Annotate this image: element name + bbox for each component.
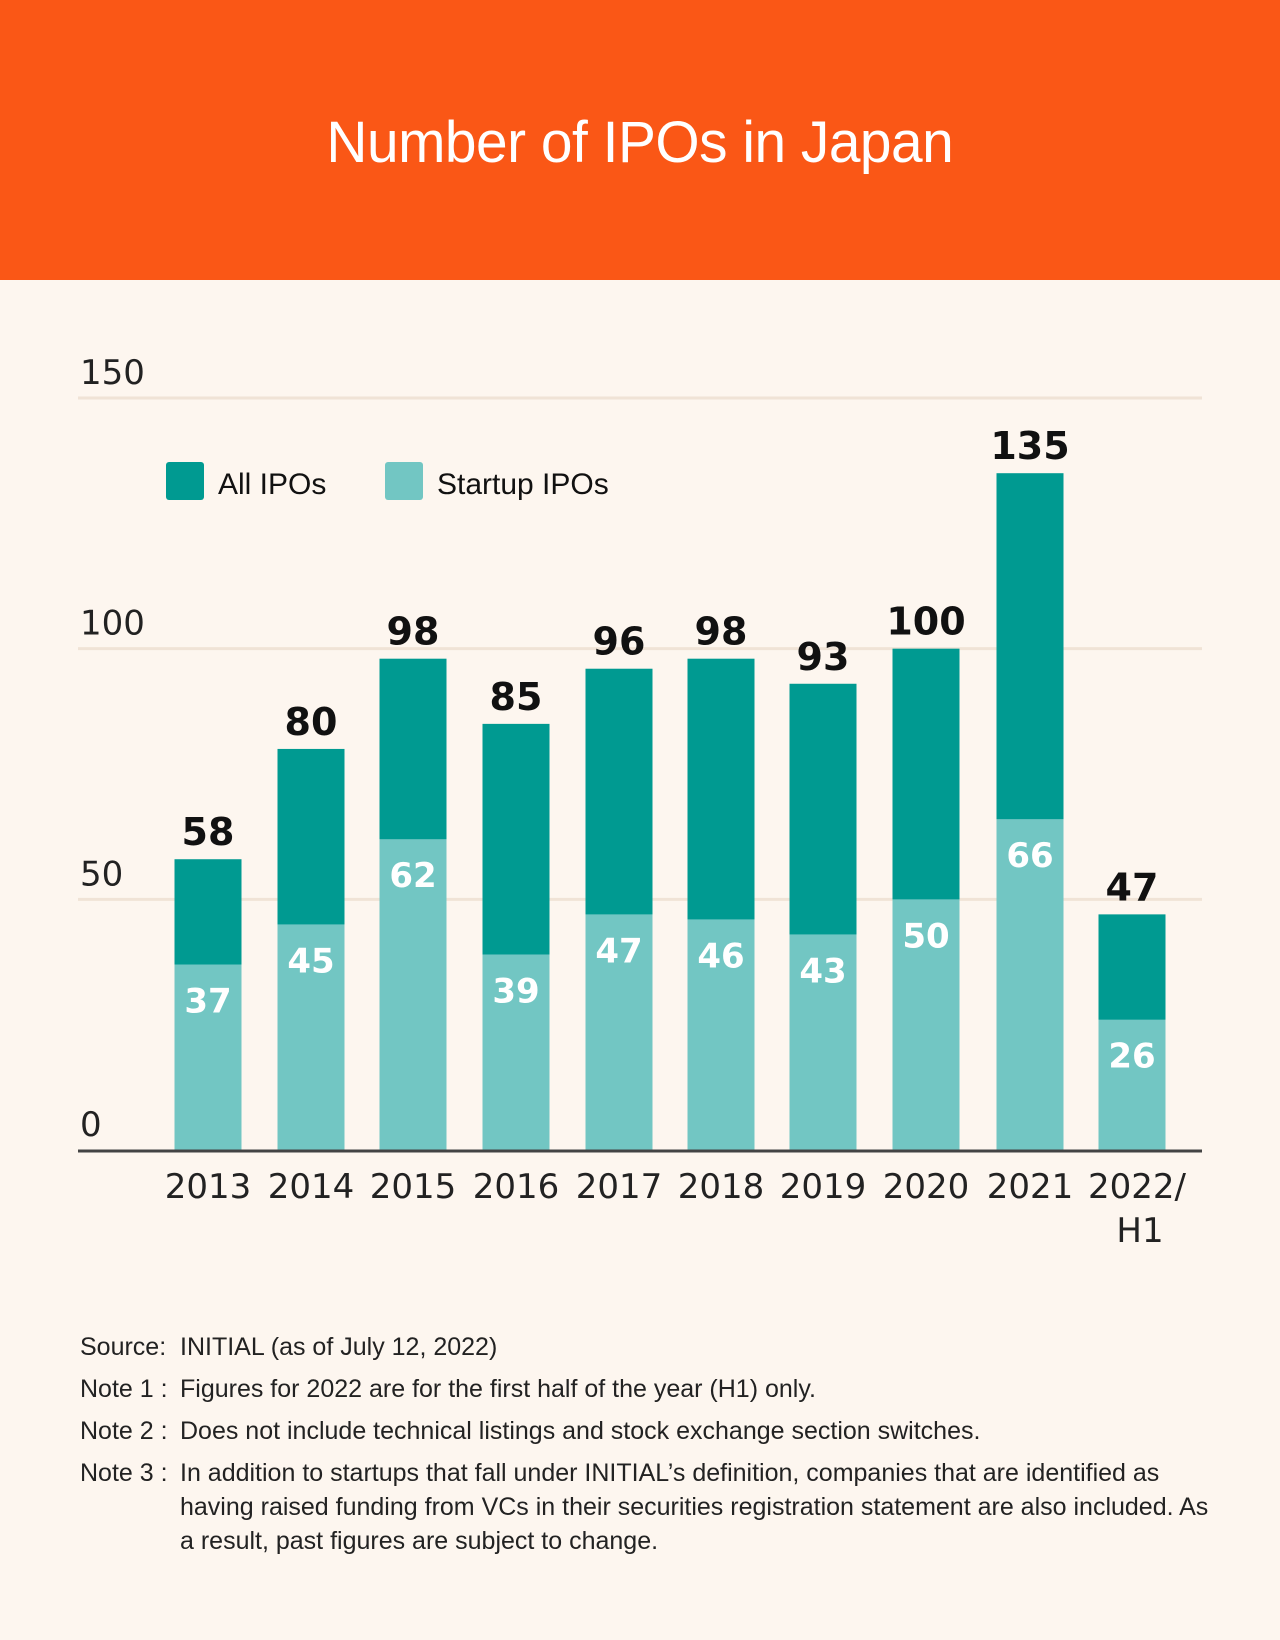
bar-startup-ipos [789,934,857,1150]
note-3: Note 3 : In addition to startups that fa… [80,1456,1220,1558]
notes: Source: INITIAL (as of July 12, 2022) No… [80,1330,1220,1566]
note-key: Source: [80,1333,167,1361]
x-tick-label: 2019 [780,1167,867,1207]
x-tick-label: 2014 [268,1167,355,1207]
data-label-startup-ipos: 62 [389,856,436,896]
bar-startup-ipos [277,924,345,1150]
y-tick-label: 50 [80,854,123,894]
x-tick-label: 2018 [678,1167,765,1207]
data-label-startup-ipos: 43 [799,951,846,991]
x-axis: 2013 2014 2015 2016 2017 2018 2019 2020 2021 2022… [78,1149,1202,1251]
x-tick-label: H1 [1116,1211,1163,1251]
data-label-startup-ipos: 66 [1006,836,1053,876]
bar-startup-ipos [379,839,447,1150]
note-text: In addition to startups that fall under … [180,1459,1209,1555]
x-tick-label: 2013 [165,1167,252,1207]
data-label-all-ipos: 85 [490,675,543,719]
y-tick-label: 150 [80,353,145,393]
data-label-all-ipos: 96 [593,620,646,664]
legend: All IPOs Startup IPOs [166,462,609,501]
note-2: Note 2 : Does not include technical list… [80,1414,1220,1448]
bar-startup-ipos [585,914,653,1150]
bar-startup-ipos [996,819,1064,1150]
bar-startup-ipos [174,964,242,1150]
note-key: Note 3 : [80,1459,168,1487]
data-label-all-ipos: 80 [285,700,338,744]
data-label-all-ipos: 135 [990,424,1069,468]
x-tick-label: 2022/ [1088,1167,1187,1207]
bar-startup-ipos [482,954,550,1150]
chart-title: Number of IPOs in Japan [326,109,954,175]
x-tick-label: 2015 [370,1167,457,1207]
data-label-startup-ipos: 45 [287,941,334,981]
legend-label: All IPOs [218,468,326,501]
bars [174,473,1166,1150]
stacked-bar-chart: 0 50 100 150 58 37 80 45 98 62 85 39 96 47 98 46 93 43 10… [78,353,1202,1251]
data-label-all-ipos: 98 [387,610,440,654]
note-text: Figures for 2022 are for the first half … [180,1375,816,1403]
data-label-all-ipos: 58 [182,810,235,854]
note-key: Note 1 : [80,1375,168,1403]
note-text: INITIAL (as of July 12, 2022) [180,1333,498,1361]
data-label-startup-ipos: 37 [184,982,231,1022]
note-key: Note 2 : [80,1417,168,1445]
x-tick-label: 2017 [576,1167,663,1207]
data-label-all-ipos: 98 [695,610,748,654]
data-label-all-ipos: 47 [1106,865,1159,909]
bar-startup-ipos [892,899,960,1150]
note-text: Does not include technical listings and … [180,1417,981,1445]
legend-swatch [166,462,204,500]
x-tick-label: 2021 [987,1167,1074,1207]
data-label-startup-ipos: 50 [902,916,949,956]
legend-swatch [385,462,423,500]
y-tick-label: 100 [80,604,145,644]
data-label-all-ipos: 100 [886,600,965,644]
data-label-startup-ipos: 47 [595,931,642,971]
header-banner: Number of IPOs in Japan [0,0,1280,280]
bar-startup-ipos [687,919,755,1150]
data-label-all-ipos: 93 [797,635,850,679]
legend-label: Startup IPOs [437,468,609,501]
data-label-startup-ipos: 26 [1108,1037,1155,1077]
data-label-startup-ipos: 39 [492,971,539,1011]
y-tick-label: 0 [80,1105,102,1145]
x-tick-label: 2016 [473,1167,560,1207]
x-tick-label: 2020 [883,1167,970,1207]
data-labels: 58 37 80 45 98 62 85 39 96 47 98 46 93 43 100 50 135 66 47… [182,424,1159,1076]
bar-startup-ipos [1098,1019,1166,1150]
note-1: Note 1 : Figures for 2022 are for the fi… [80,1372,1220,1406]
data-label-startup-ipos: 46 [697,936,744,976]
note-source: Source: INITIAL (as of July 12, 2022) [80,1330,1220,1364]
